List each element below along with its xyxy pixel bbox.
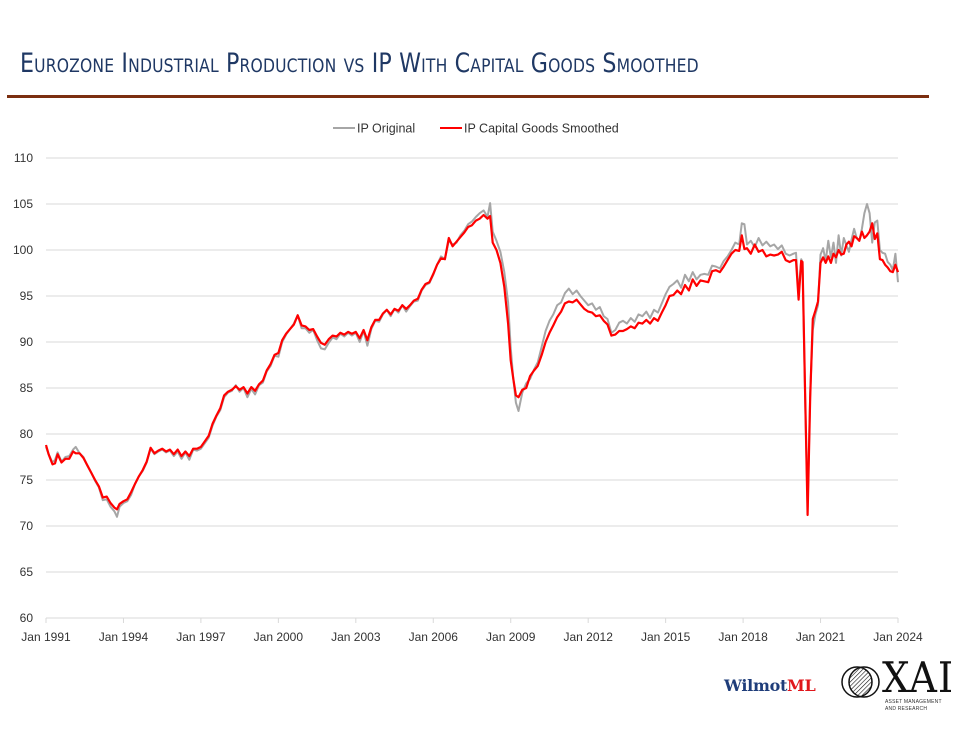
wilmotml-logo: WilmotML xyxy=(724,676,816,695)
legend-label: IP Capital Goods Smoothed xyxy=(464,122,619,136)
y-tick-label: 70 xyxy=(20,519,34,533)
x-tick-label: Jan 2021 xyxy=(796,630,846,644)
gridlines xyxy=(46,157,898,619)
y-tick-label: 110 xyxy=(14,151,33,165)
y-axis-ticks: 60 65 70 75 80 85 90 95 100 105 110 xyxy=(13,151,33,625)
series-lines xyxy=(44,202,900,518)
y-tick-label: 90 xyxy=(20,335,34,349)
legend: IP Original IP Capital Goods Smoothed xyxy=(333,122,619,136)
y-tick-label: 75 xyxy=(20,473,34,487)
x-tick-label: Jan 2015 xyxy=(641,630,691,644)
y-tick-label: 60 xyxy=(20,611,34,625)
y-tick-label: 95 xyxy=(20,289,34,303)
xai-circles-icon xyxy=(841,666,880,698)
x-tick-label: Jan 2003 xyxy=(331,630,381,644)
y-tick-label: 105 xyxy=(13,197,33,211)
x-tick-label: Jan 2006 xyxy=(409,630,459,644)
y-tick-label: 85 xyxy=(20,381,34,395)
x-tick-label: Jan 1991 xyxy=(21,630,71,644)
series-line-ip-capital-goods-smoothed xyxy=(44,213,900,517)
x-tick-label: Jan 2009 xyxy=(486,630,536,644)
x-axis-ticks: Jan 1991 Jan 1994 Jan 1997 Jan 2000 Jan 2003… xyxy=(21,618,923,644)
y-tick-label: 65 xyxy=(20,565,34,579)
x-tick-label: Jan 2024 xyxy=(873,630,923,644)
chart-title: Eurozone Industrial Production vs IP Wit… xyxy=(20,48,699,79)
x-tick-label: Jan 1997 xyxy=(176,630,226,644)
ml-text: ML xyxy=(787,676,816,695)
x-tick-label: Jan 2000 xyxy=(254,630,304,644)
x-tick-label: Jan 2018 xyxy=(718,630,768,644)
wilmot-text: Wilmot xyxy=(724,676,788,695)
y-tick-label: 100 xyxy=(13,243,33,257)
xai-logo-text: XAI xyxy=(882,653,955,702)
legend-label: IP Original xyxy=(357,122,415,136)
title-divider xyxy=(7,95,929,98)
logos: WilmotML XAI ASSET MANAGEMENT AND RESEARC… xyxy=(720,656,970,730)
x-tick-label: Jan 1994 xyxy=(99,630,149,644)
y-tick-label: 80 xyxy=(20,427,34,441)
xai-subtitle: ASSET MANAGEMENT AND RESEARCH xyxy=(885,699,942,712)
x-tick-label: Jan 2012 xyxy=(563,630,613,644)
